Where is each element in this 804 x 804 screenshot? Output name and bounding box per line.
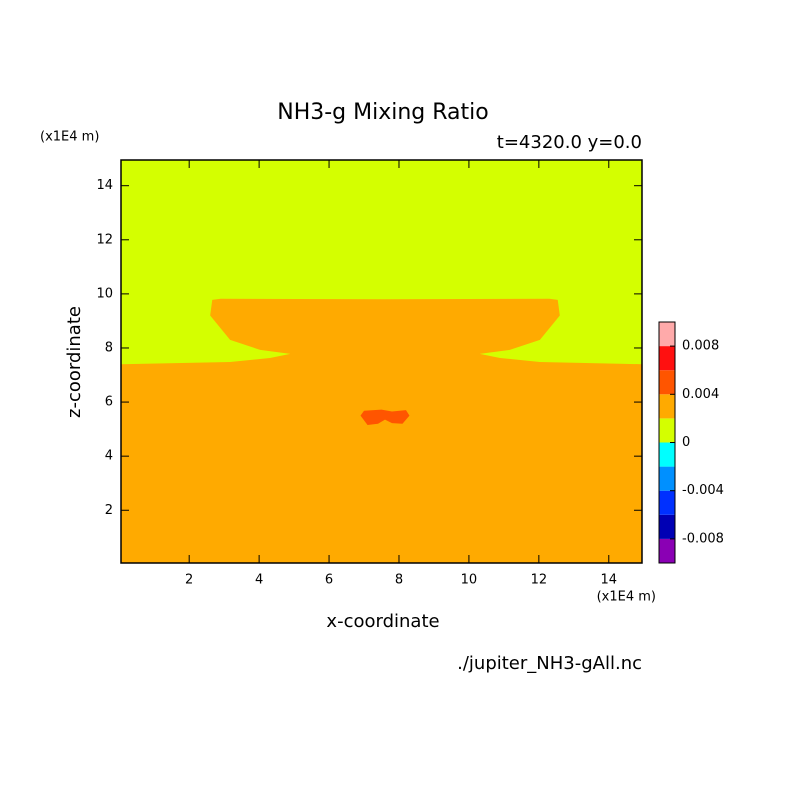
y-tick-label: 4 bbox=[105, 449, 113, 464]
y-tick-label: 2 bbox=[105, 503, 113, 518]
x-tick-label: 14 bbox=[601, 573, 618, 588]
colorbar-tick-label: 0.004 bbox=[682, 387, 719, 402]
colorbar-tick-label: -0.008 bbox=[682, 531, 724, 546]
colorbar-tick-label: 0 bbox=[682, 435, 690, 450]
colorbar-tick-label: -0.004 bbox=[682, 483, 724, 498]
y-tick-label: 12 bbox=[96, 232, 113, 247]
colorbar-band bbox=[659, 370, 675, 395]
y-tick-label: 6 bbox=[105, 395, 113, 410]
x-tick-label: 10 bbox=[461, 573, 478, 588]
plot-frame bbox=[120, 159, 643, 564]
contour-region bbox=[121, 298, 642, 563]
chart-title: NH3-g Mixing Ratio bbox=[277, 100, 489, 125]
x-tick-label: 12 bbox=[531, 573, 548, 588]
chart-subtitle: t=4320.0 y=0.0 bbox=[497, 132, 642, 153]
colorbar-band bbox=[659, 514, 675, 539]
y-tick-label: 10 bbox=[96, 286, 113, 301]
x-tick-label: 4 bbox=[255, 573, 263, 588]
x-tick-label: 2 bbox=[185, 573, 193, 588]
colorbar-band bbox=[659, 490, 675, 515]
colorbar-band bbox=[659, 418, 675, 443]
y-unit: (x1E4 m) bbox=[40, 130, 99, 145]
colorbar-band bbox=[659, 346, 675, 371]
colorbar-band bbox=[659, 322, 675, 347]
colorbar-tick-label: 0.008 bbox=[682, 339, 719, 354]
colorbar-band bbox=[659, 442, 675, 467]
y-tick-label: 8 bbox=[105, 340, 113, 355]
x-axis-label: x-coordinate bbox=[326, 611, 439, 632]
y-axis-label: z-coordinate bbox=[64, 306, 85, 418]
contour-region bbox=[360, 409, 410, 426]
source-label: ./jupiter_NH3-gAll.nc bbox=[457, 653, 642, 674]
y-tick-label: 14 bbox=[96, 178, 113, 193]
colorbar-band bbox=[659, 538, 675, 563]
x-tick-label: 8 bbox=[395, 573, 403, 588]
x-unit: (x1E4 m) bbox=[597, 590, 656, 605]
x-tick-label: 6 bbox=[325, 573, 333, 588]
colorbar-band bbox=[659, 394, 675, 419]
colorbar-band bbox=[659, 466, 675, 491]
